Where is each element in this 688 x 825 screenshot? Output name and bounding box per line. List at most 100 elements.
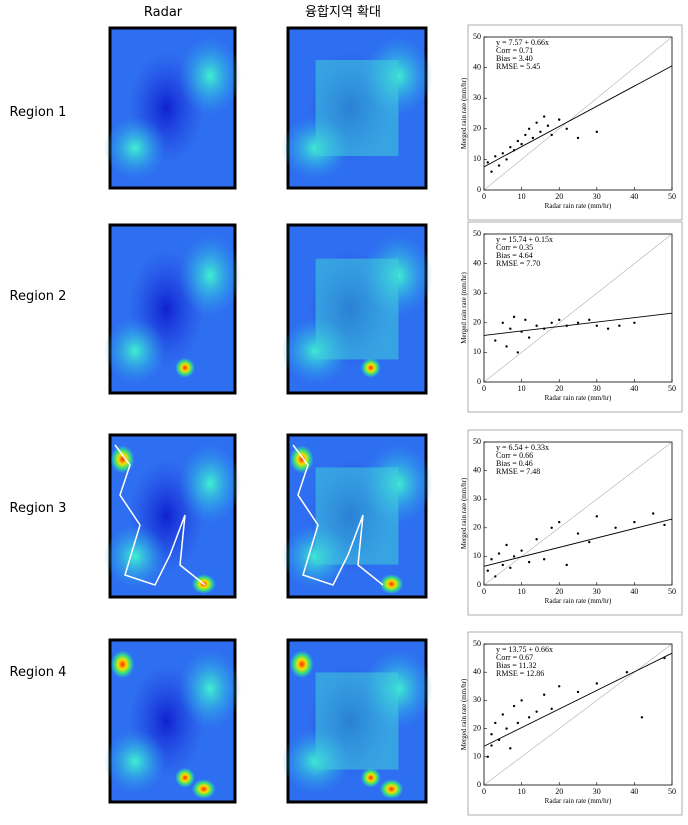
y-tick-label: 20 [473, 723, 481, 732]
scatter-point [640, 716, 644, 719]
image-patch [178, 443, 242, 525]
x-axis-label: Radar rain rate (mm/hr) [545, 394, 612, 402]
scatter-point [505, 727, 508, 730]
scatter-point [509, 566, 512, 570]
row-label: Region 4 [10, 665, 67, 680]
scatter-point [595, 682, 598, 685]
y-tick-label: 20 [473, 124, 481, 133]
scatter-point [512, 149, 516, 152]
y-tick-label: 30 [473, 695, 481, 704]
column-header: 융합지역 확대 [305, 5, 381, 20]
y-axis-label: Merged rain rate (mm/hr) [460, 77, 468, 149]
scatter-point [509, 145, 512, 149]
y-tick-label: 0 [477, 377, 481, 386]
fit-line [483, 518, 673, 567]
plot-frame [483, 441, 673, 586]
scatter-point [490, 558, 493, 561]
plot-frame [483, 233, 673, 383]
scatter-point [535, 710, 538, 713]
scatter-point [565, 324, 568, 327]
y-tick-label: 40 [473, 258, 481, 267]
merged-region [315, 467, 399, 565]
scatter-point [663, 523, 666, 527]
image-patch [379, 574, 404, 595]
scatter-point [520, 330, 523, 333]
scatter-point [486, 161, 489, 164]
image-patch [175, 767, 195, 788]
y-tick-label: 10 [473, 154, 481, 163]
scatter-point [501, 563, 504, 567]
x-tick-label: 50 [668, 787, 676, 796]
plot-frame [483, 643, 673, 786]
scatter-point [512, 315, 516, 319]
panel-frame [467, 221, 683, 413]
y-tick-label: 30 [473, 93, 481, 102]
stats-text: y = 7.57 + 0.66x [496, 38, 549, 47]
stats-text: Bias = 0.46 [496, 459, 533, 468]
one-to-one-line [483, 441, 673, 586]
merged-region [315, 672, 399, 770]
image-patch [175, 357, 195, 378]
scatter-point [497, 738, 501, 742]
x-tick-label: 10 [518, 384, 526, 393]
scatter-point [520, 549, 523, 552]
x-tick-label: 50 [668, 384, 676, 393]
scatter-point [535, 121, 538, 124]
x-tick-label: 40 [630, 787, 638, 796]
scatter-point [542, 327, 546, 330]
image-patch [360, 357, 381, 378]
scatter-point [486, 569, 489, 572]
y-tick-label: 20 [473, 523, 481, 532]
scatter-point [505, 345, 508, 348]
scatter-point [618, 324, 621, 327]
scatter-point [550, 526, 553, 529]
scatter-point [512, 555, 516, 558]
y-tick-label: 30 [473, 288, 481, 297]
scatter-point [527, 716, 531, 719]
row-label: Region 1 [10, 105, 67, 120]
y-tick-label: 0 [477, 780, 481, 789]
stats-text: Corr = 0.67 [496, 653, 533, 662]
y-tick-label: 10 [473, 551, 481, 560]
scatter-point [633, 520, 636, 524]
x-tick-label: 0 [482, 587, 486, 596]
scatter-point [606, 327, 610, 330]
x-tick-label: 10 [518, 587, 526, 596]
image-patch [191, 779, 216, 800]
y-tick-label: 40 [473, 465, 481, 474]
scatter-point [588, 318, 591, 322]
merged-region [315, 60, 399, 156]
x-axis-label: Radar rain rate (mm/hr) [545, 797, 612, 805]
x-tick-label: 40 [630, 587, 638, 596]
y-tick-label: 0 [477, 580, 481, 589]
stats-text: Corr = 0.66 [496, 451, 533, 460]
scatter-point [542, 115, 546, 118]
y-tick-label: 20 [473, 318, 481, 327]
scatter-point [558, 520, 561, 524]
merged-region [315, 258, 399, 360]
scatter-point [539, 130, 542, 134]
scatter-point [550, 707, 553, 711]
scatter-point [565, 563, 568, 567]
scatter-point [501, 152, 504, 155]
scatter-point [595, 515, 598, 518]
scatter-point [497, 552, 501, 555]
x-tick-label: 50 [668, 587, 676, 596]
scatter-point [501, 713, 504, 716]
x-axis-label: Radar rain rate (mm/hr) [545, 597, 612, 605]
x-tick-label: 0 [482, 192, 486, 201]
stats-text: RMSE = 12.86 [496, 669, 544, 678]
stats-text: Bias = 4.64 [496, 251, 533, 260]
scatter-point [550, 133, 553, 137]
x-tick-label: 10 [518, 192, 526, 201]
y-tick-label: 50 [473, 437, 481, 446]
scatter-point [576, 321, 580, 324]
scatter-point [576, 532, 580, 535]
image-patch [289, 445, 314, 474]
image-patch [110, 650, 135, 679]
scatter-point [652, 512, 655, 515]
scatter-point [542, 693, 546, 696]
scatter-point [588, 540, 591, 544]
boundary [292, 444, 384, 586]
scatter-point [535, 538, 538, 541]
